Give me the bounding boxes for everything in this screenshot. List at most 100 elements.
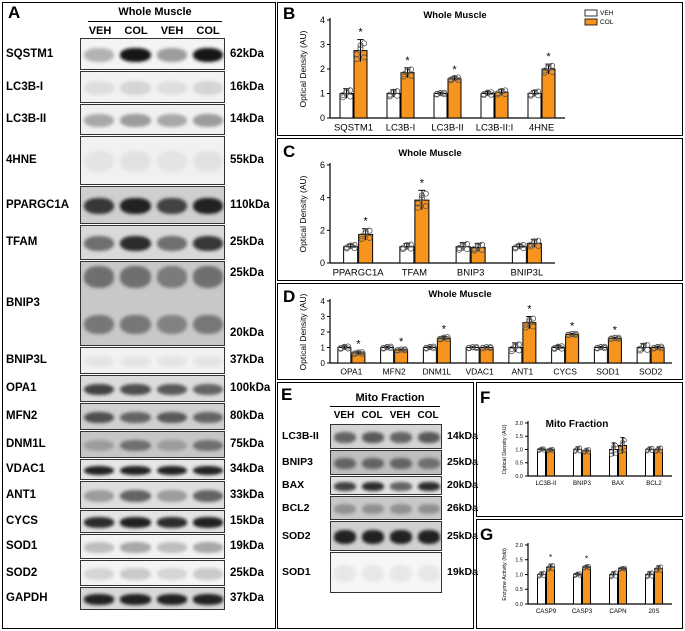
panel-a-protein-label: BNIP3L <box>6 354 47 366</box>
panel-a-band <box>192 151 223 172</box>
panel-a-protein-label: 4HNE <box>6 154 37 166</box>
panel-a-band <box>84 235 115 252</box>
panel-a-protein-label: BNIP3 <box>6 297 40 309</box>
panel-e-cond-1: VEH <box>333 410 355 421</box>
panel-a-band <box>84 594 115 605</box>
panel-a-band <box>120 542 151 553</box>
panel-a-band <box>192 594 223 605</box>
panel-a-band <box>192 439 223 452</box>
panel-a-band <box>192 411 223 424</box>
panel-e-blot-image <box>330 476 442 495</box>
panel-a-band <box>156 151 187 172</box>
panel-e-protein-label: LC3B-II <box>282 430 319 442</box>
panel-a-protein-label: SOD2 <box>6 566 38 579</box>
panel-a-protein-label: SOD1 <box>6 540 38 552</box>
panel-a-blot-image <box>80 136 225 185</box>
panel-e-band <box>390 482 412 491</box>
panel-e-blot-image <box>330 521 442 551</box>
panel-a-band <box>84 489 115 503</box>
panel-a-band <box>84 113 115 128</box>
panel-e-band <box>334 503 356 515</box>
panel-e-blot-image <box>330 424 442 449</box>
panel-a-band <box>84 568 115 580</box>
panel-a-band <box>120 113 151 128</box>
panel-a-protein-label: OPA1 <box>6 382 37 394</box>
panel-a-band <box>156 411 187 424</box>
panel-a-kda-label: 37kDa <box>230 592 264 604</box>
panel-a-kda-label: 75kDa <box>230 438 264 450</box>
panel-a-kda-label: 19kDa <box>230 540 264 552</box>
panel-e-band <box>362 432 384 443</box>
panel-a-blot-image <box>80 186 225 224</box>
panel-a-protein-label: GAPDH <box>6 592 48 604</box>
panel-a-blot-image <box>80 587 225 610</box>
panel-e-title: Mito Fraction <box>355 392 425 404</box>
panel-a-header-line <box>88 21 222 22</box>
panel-a-band <box>192 113 223 128</box>
panel-a-band <box>120 151 151 172</box>
panel-e-band <box>334 458 356 469</box>
panel-a-kda-label: 62kDa <box>230 47 264 60</box>
panel-a-band <box>192 48 223 62</box>
panel-a-blot-image <box>80 481 225 509</box>
panel-a-band <box>84 439 115 452</box>
panel-a-band <box>120 197 151 215</box>
panel-a-protein-label: MFN2 <box>6 410 38 422</box>
panel-a-band <box>120 81 151 95</box>
panel-e-kda-label: 25kDa <box>447 529 478 542</box>
panel-e-band <box>334 530 356 544</box>
panel-a-band <box>156 517 187 528</box>
panel-a-band <box>84 315 115 335</box>
panel-e-protein-label: SOD2 <box>282 529 311 542</box>
panel-e-kda-label: 20kDa <box>447 479 478 491</box>
panel-a-band <box>120 48 151 62</box>
panel-e-band <box>362 482 384 491</box>
panel-a-band <box>84 355 115 368</box>
panel-e-band <box>418 503 440 515</box>
panel-a-band <box>84 411 115 424</box>
panel-a-label: A <box>8 3 21 22</box>
panel-a-band <box>192 355 223 368</box>
panel-e-band <box>418 432 440 443</box>
panel-e-blot-image <box>330 552 442 593</box>
panel-e-band <box>390 458 412 469</box>
panel-a-blot-image <box>80 375 225 402</box>
panel-e-band <box>362 503 384 515</box>
panel-a <box>2 2 276 629</box>
panel-e-protein-label: BNIP3 <box>282 456 313 468</box>
panel-e-band <box>390 530 412 544</box>
panel-a-band <box>120 355 151 368</box>
panel-e-band <box>390 432 412 443</box>
panel-a-cond-3: VEH <box>160 25 184 37</box>
panel-e-band <box>334 482 356 491</box>
panel-b <box>277 2 683 136</box>
panel-a-blot-image <box>80 104 225 135</box>
panel-e-band <box>390 503 412 515</box>
panel-a-kda-label: 110kDa <box>230 198 270 211</box>
panel-a-blot-image <box>80 261 225 346</box>
panel-a-band <box>84 465 115 476</box>
panel-a-protein-label: LC3B-II <box>6 113 47 125</box>
panel-a-kda-label: 100kDa <box>230 382 271 394</box>
panel-a-kda-label: 25kDa <box>230 267 264 279</box>
panel-a-band <box>120 235 151 252</box>
panel-a-band <box>192 235 223 252</box>
panel-a-band <box>84 383 115 396</box>
panel-a-band <box>156 594 187 605</box>
panel-a-blot-image <box>80 71 225 103</box>
panel-a-protein-label: SQSTM1 <box>6 47 54 60</box>
panel-a-band <box>84 517 115 528</box>
panel-e-protein-label: SOD1 <box>282 566 311 578</box>
panel-a-blot-image <box>80 510 225 533</box>
panel-a-kda-label: 25kDa <box>230 566 264 579</box>
panel-a-kda-label: 37kDa <box>230 354 264 366</box>
panel-a-band <box>120 411 151 424</box>
panel-a-protein-label: CYCS <box>6 515 38 527</box>
panel-e-band <box>362 458 384 469</box>
panel-a-band <box>120 266 151 288</box>
panel-a-band <box>192 465 223 476</box>
panel-a-band <box>120 489 151 503</box>
panel-a-band <box>192 489 223 503</box>
panel-a-band <box>120 315 151 335</box>
panel-a-blot-image <box>80 560 225 586</box>
